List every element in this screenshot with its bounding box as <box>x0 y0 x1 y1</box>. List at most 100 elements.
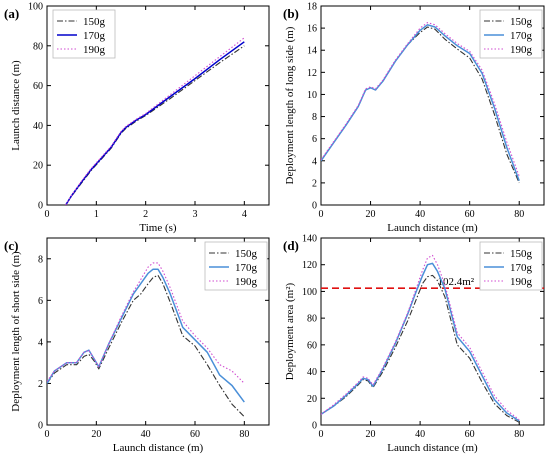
series-line-150g <box>65 45 245 205</box>
series-line-170g <box>65 41 245 205</box>
y-tick-label: 8 <box>38 254 43 265</box>
chart-panel-3: 0 20 40 60 80 0 20 40 60 80 100 120 140 Launch distan… <box>283 234 545 454</box>
legend-entry: 150g <box>235 248 258 260</box>
legend-box <box>52 9 116 59</box>
y-tick-label: 20 <box>307 394 317 405</box>
legend-entry: 190g <box>235 276 258 288</box>
legend-entry: 170g <box>510 30 533 42</box>
y-tick-label: 80 <box>307 314 317 325</box>
legend-entry: 190g <box>83 44 106 56</box>
x-tick-label: 20 <box>366 209 376 220</box>
plot-frame <box>46 5 270 206</box>
legend-entry: 150g <box>510 248 533 260</box>
y-tick-label: 60 <box>33 81 43 92</box>
plot-frame <box>320 237 545 426</box>
legend-entry: 170g <box>510 262 533 274</box>
series-line-190g <box>321 254 520 421</box>
legend-box <box>479 9 543 59</box>
panel-label: (b) <box>283 6 299 21</box>
chart-panel-2: 0 20 40 60 80 0 2 4 6 8 Launch distance (m) Deploym… <box>4 237 270 454</box>
x-axis-label: Launch distance (m) <box>387 442 478 454</box>
y-tick-label: 20 <box>33 161 43 172</box>
y-tick-label: 6 <box>38 296 43 307</box>
x-axis-label: Launch distance (m) <box>113 442 204 454</box>
series-line-190g <box>65 37 245 205</box>
x-tick-label: 40 <box>415 429 425 440</box>
plot-frame <box>46 237 270 426</box>
legend-entry: 190g <box>510 276 533 288</box>
legend: 150g 170g 190g <box>479 241 543 291</box>
x-tick-label: 40 <box>415 209 425 220</box>
y-tick-label: 60 <box>307 340 317 351</box>
plot-frame <box>320 5 545 206</box>
x-tick-label: 20 <box>91 429 101 440</box>
x-axis-label: Time (s) <box>139 222 177 234</box>
reference-line-label: 102.4m² <box>437 276 474 288</box>
y-tick-label: 10 <box>307 90 317 101</box>
y-tick-label: 0 <box>38 421 43 432</box>
y-tick-label: 6 <box>312 134 317 145</box>
y-axis-label: Deployment area (m²) <box>284 282 296 380</box>
panel-label: (d) <box>283 238 299 253</box>
legend-entry: 170g <box>83 30 106 42</box>
legend: 150g 170g 190g <box>52 9 116 59</box>
y-tick-label: 0 <box>312 201 317 212</box>
y-tick-label: 40 <box>33 121 43 132</box>
series-line-150g <box>321 26 520 184</box>
legend-entry: 170g <box>235 262 258 274</box>
series-line-150g <box>47 274 245 418</box>
legend: 150g 170g 190g <box>479 9 543 59</box>
x-tick-label: 80 <box>239 429 249 440</box>
x-tick-label: 0 <box>319 209 324 220</box>
legend-entry: 190g <box>510 44 533 56</box>
x-tick-label: 0 <box>319 429 324 440</box>
panel-label: (c) <box>4 238 18 253</box>
legend-box <box>204 241 268 291</box>
y-tick-label: 14 <box>307 46 317 57</box>
legend: 150g 170g 190g <box>204 241 268 291</box>
y-tick-label: 100 <box>302 287 317 298</box>
x-tick-label: 3 <box>193 209 198 220</box>
series-line-190g <box>321 22 520 177</box>
series-line-150g <box>321 274 520 423</box>
x-tick-label: 60 <box>190 429 200 440</box>
y-tick-label: 2 <box>38 379 43 390</box>
x-tick-label: 1 <box>94 209 99 220</box>
x-tick-label: 40 <box>141 429 151 440</box>
series-line-190g <box>47 262 245 384</box>
x-tick-label: 2 <box>143 209 148 220</box>
x-tick-label: 0 <box>45 209 50 220</box>
y-axis-label: Deployment length of long side (m) <box>284 26 296 184</box>
y-tick-label: 4 <box>312 156 317 167</box>
x-tick-label: 60 <box>465 209 475 220</box>
x-tick-label: 80 <box>514 429 524 440</box>
legend-entry: 150g <box>83 16 106 28</box>
y-axis-label: Deployment length of short side (m) <box>10 251 22 412</box>
x-tick-label: 0 <box>45 429 50 440</box>
x-tick-label: 20 <box>366 429 376 440</box>
y-tick-label: 4 <box>38 337 43 348</box>
y-tick-label: 2 <box>312 178 317 189</box>
legend-box <box>479 241 543 291</box>
y-tick-label: 80 <box>33 41 43 52</box>
y-tick-label: 40 <box>307 367 317 378</box>
x-axis-label: Launch distance (m) <box>387 222 478 234</box>
x-tick-label: 4 <box>242 209 247 220</box>
x-tick-label: 60 <box>465 429 475 440</box>
y-tick-label: 16 <box>307 24 317 35</box>
y-tick-label: 8 <box>312 112 317 123</box>
y-tick-label: 140 <box>302 234 317 245</box>
y-tick-label: 0 <box>312 421 317 432</box>
y-tick-label: 0 <box>38 201 43 212</box>
y-tick-label: 18 <box>307 2 317 13</box>
chart-panel-1: 0 20 40 60 80 0 2 4 6 8 10 12 14 16 18 Launch distance … <box>283 2 545 234</box>
x-tick-label: 80 <box>514 209 524 220</box>
panel-label: (a) <box>4 6 19 21</box>
series-line-170g <box>321 262 520 422</box>
legend-entry: 150g <box>510 16 533 28</box>
y-tick-label: 12 <box>307 68 317 79</box>
y-tick-label: 120 <box>302 260 317 271</box>
y-axis-label: Launch distance (m) <box>10 60 22 151</box>
